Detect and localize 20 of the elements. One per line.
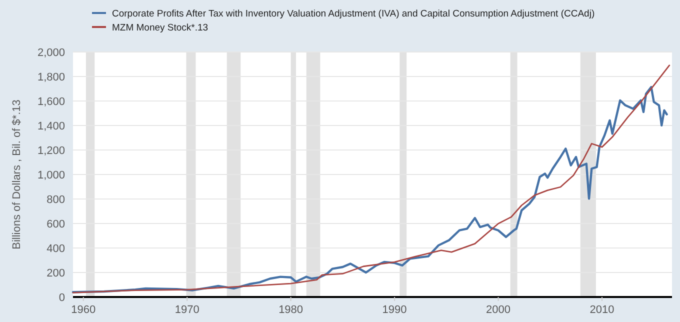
x-tick-label: 1980	[278, 304, 304, 316]
y-tick-label: 1,600	[37, 96, 65, 108]
y-tick-label: 1,800	[37, 71, 65, 84]
legend-label: Corporate Profits After Tax with Inventory Valuation Adjustment (IVA) and Capital Consumption Adjustment (CCAdj)	[112, 8, 595, 20]
y-tick-label: 800	[46, 194, 65, 206]
y-tick-label: 0	[58, 292, 65, 304]
y-tick-label: 1,000	[37, 169, 65, 182]
x-tick-label: 1970	[174, 304, 200, 316]
y-tick-label: 2,000	[37, 46, 65, 59]
y-tick-label: 200	[46, 267, 65, 280]
x-tick-label: 2010	[590, 304, 614, 316]
x-tick-label: 2000	[486, 304, 511, 316]
y-tick-label: 1,200	[37, 144, 65, 157]
x-tick-label: 1960	[71, 304, 96, 316]
y-axis-title: Billions of Dollars , Bil. of $*.13	[11, 100, 23, 250]
y-tick-label: 1,400	[37, 120, 65, 132]
legend-label: MZM Money Stock*.13	[112, 22, 208, 34]
x-tick-label: 1990	[382, 304, 407, 316]
y-tick-label: 600	[46, 218, 65, 230]
y-tick-label: 400	[46, 242, 65, 255]
